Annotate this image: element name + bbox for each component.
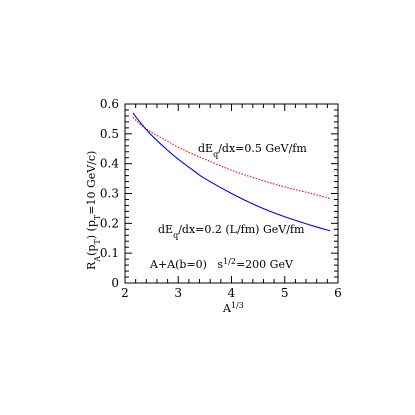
x-tick-label: 3 [174,286,182,300]
blue-solid-curve [132,112,331,232]
y-tick-label: 0.2 [100,216,119,230]
y-tick-label: 0.1 [100,246,119,260]
x-tick-label: 5 [281,286,289,300]
red-dotted-curve [132,117,331,200]
series [132,112,331,232]
x-tick-label: 4 [228,286,236,300]
axis-ticks [124,103,339,284]
y-tick-label: 0.3 [100,187,119,201]
system-label: A+A(b=0) s1/2=200 GeV [149,257,294,272]
tick-labels: 2 3 4 5 6 0 0.1 0.2 0.3 0.4 0.5 0.6 [100,97,342,300]
y-tick-label: 0.6 [100,97,119,111]
y-axis-label: RA(pT) (pT=10 GeV/c) [85,151,102,270]
y-tick-label: 0.5 [100,127,119,141]
y-tick-label: 0.4 [100,157,119,171]
blue-curve-label: dEq/dx=0.2 (L/fm) GeV/fm [158,223,305,240]
x-tick-label: 2 [121,286,129,300]
red-curve-label: dEq/dx=0.5 GeV/fm [198,142,307,159]
x-tick-label: 6 [334,286,342,300]
y-tick-label: 0 [111,276,119,290]
x-axis-label: A1/3 [222,301,244,316]
